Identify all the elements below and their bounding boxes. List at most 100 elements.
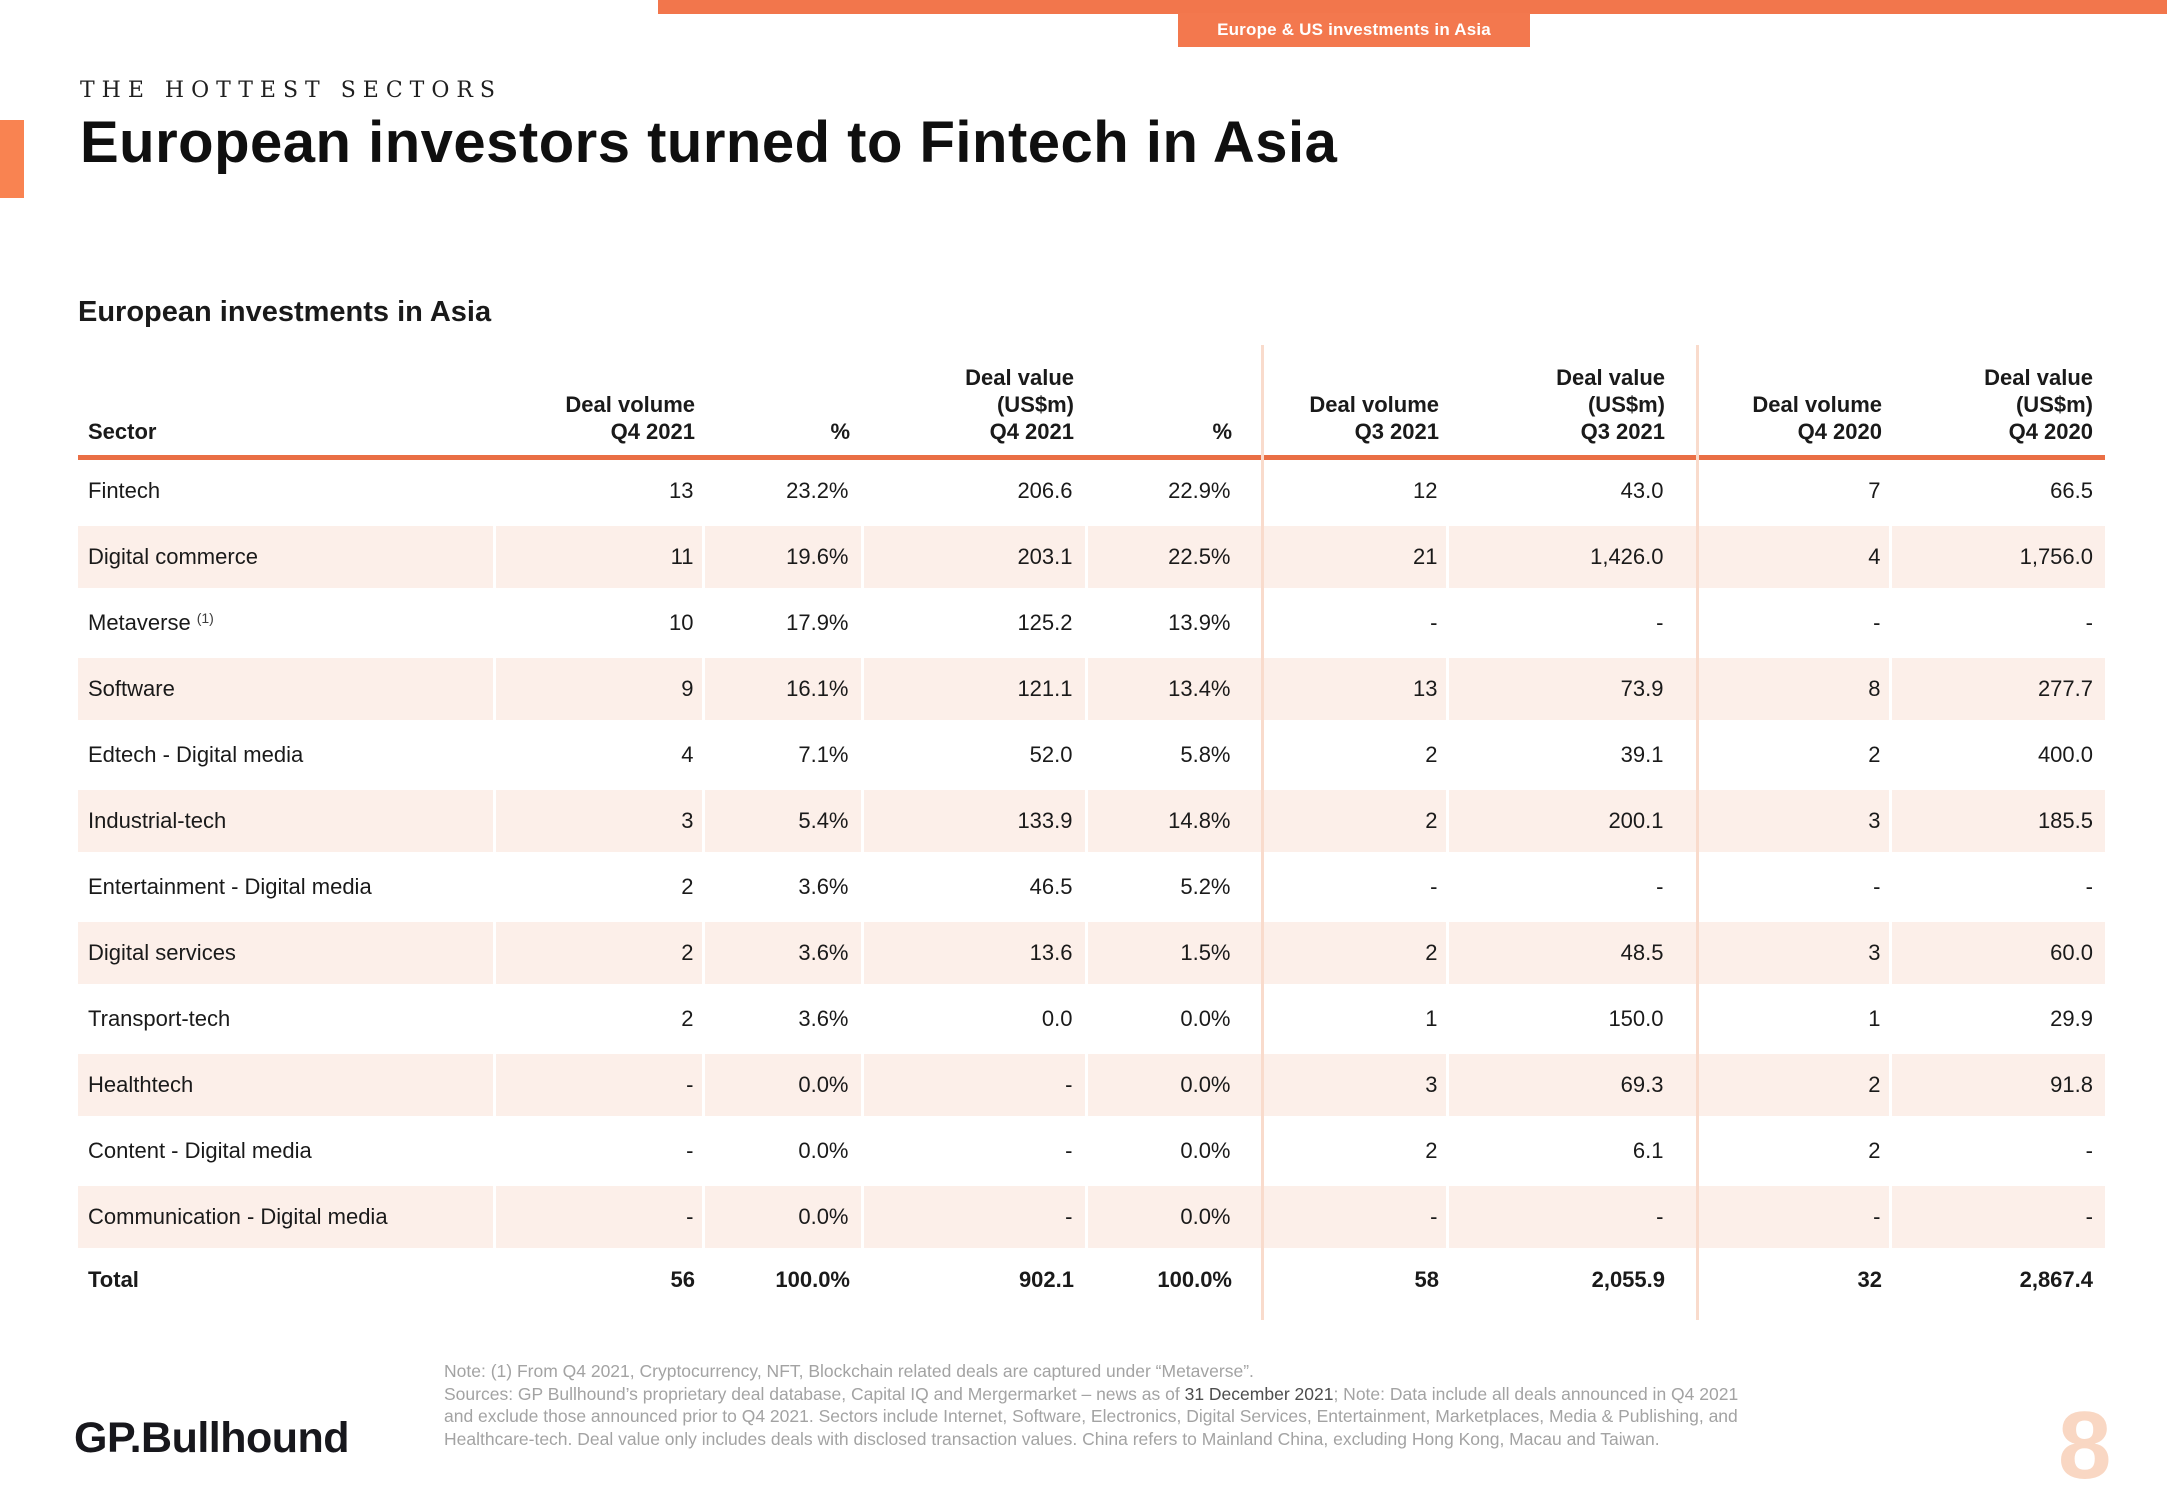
table-cell: 17.9% [701, 588, 862, 658]
table-cell: - [1888, 1116, 2105, 1186]
table-cell: 2 [1695, 720, 1890, 790]
table-cell: 200.1 [1445, 786, 1697, 856]
page-number: 8 [2058, 1392, 2112, 1499]
table-cell: 13.4% [1084, 654, 1262, 724]
total-cell: 32 [1697, 1248, 1890, 1308]
table-cell: 22.5% [1084, 522, 1262, 592]
table-cell: 5.8% [1084, 720, 1262, 790]
table-header-row: Sector Deal volume Q4 2021 % Deal value … [78, 345, 2105, 460]
table-cell: 1 [1260, 984, 1447, 1054]
table-row: Entertainment - Digital media 2 3.6% 46.… [78, 852, 2105, 922]
table-cell: 91.8 [1888, 1050, 2105, 1120]
sector-cell: Fintech [78, 455, 494, 526]
table-cell: 19.6% [701, 522, 862, 592]
footnote-line-1: Note: (1) From Q4 2021, Cryptocurrency, … [444, 1361, 1254, 1381]
total-cell: 58 [1262, 1248, 1447, 1308]
table-cell: 13 [1260, 654, 1447, 724]
table-cell: 22.9% [1084, 455, 1262, 526]
table-cell: 2 [1260, 786, 1447, 856]
table-cell: - [1260, 588, 1447, 658]
table-cell: 5.4% [701, 786, 862, 856]
sector-cell: Edtech - Digital media [78, 720, 494, 790]
table-cell: 150.0 [1445, 984, 1697, 1054]
table-cell: 0.0% [701, 1182, 862, 1252]
table-cell: 4 [1695, 522, 1890, 592]
table-cell: 2 [492, 918, 703, 988]
sector-cell: Transport-tech [78, 984, 494, 1054]
sector-name: Digital commerce [88, 544, 258, 569]
sector-cell: Industrial-tech [78, 786, 494, 856]
footnote-line-2: Sources: GP Bullhound’s proprietary deal… [444, 1383, 2044, 1406]
table-cell: - [860, 1116, 1086, 1186]
table-cell: - [1445, 588, 1697, 658]
sector-cell: Metaverse (1) [78, 588, 494, 658]
table-cell: 2 [1695, 1050, 1890, 1120]
table-cell: 8 [1695, 654, 1890, 724]
table-row: Digital services 2 3.6% 13.6 1.5% 2 48.5… [78, 918, 2105, 988]
footnotes: Note: (1) From Q4 2021, Cryptocurrency, … [444, 1360, 2044, 1450]
table-cell: 0.0% [701, 1116, 862, 1186]
sector-cell: Content - Digital media [78, 1116, 494, 1186]
gp-bullhound-logo: GP.Bullhound [74, 1414, 350, 1462]
title-accent-bar [0, 120, 24, 198]
sector-cell: Communication - Digital media [78, 1182, 494, 1252]
column-header-deal-value-q3-2021: Deal value (US$m) Q3 2021 [1447, 345, 1697, 460]
total-cell: 902.1 [862, 1248, 1086, 1308]
table-cell: 52.0 [860, 720, 1086, 790]
table-cell: - [1695, 1182, 1890, 1252]
table-cell: 277.7 [1888, 654, 2105, 724]
table-cell: 0.0% [1084, 1116, 1262, 1186]
table-cell: 0.0 [860, 984, 1086, 1054]
table-row: Communication - Digital media - 0.0% - 0… [78, 1182, 2105, 1252]
sector-cell: Healthtech [78, 1050, 494, 1120]
total-cell: 2,867.4 [1890, 1248, 2105, 1308]
table-cell: 3.6% [701, 852, 862, 922]
table-cell: 2 [1260, 720, 1447, 790]
column-header-deal-volume-q4-2020: Deal volume Q4 2020 [1697, 345, 1890, 460]
sector-footnote: (1) [196, 610, 214, 626]
sources-text-suffix: ; Note: Data include all deals announced… [1333, 1383, 1739, 1404]
table-title: European investments in Asia [78, 296, 492, 328]
sector-name: Transport-tech [88, 1006, 231, 1031]
table-row: Metaverse (1) 10 17.9% 125.2 13.9% - - - … [78, 588, 2105, 658]
table-cell: 60.0 [1888, 918, 2105, 988]
table-cell: 3.6% [701, 918, 862, 988]
table-cell: 13.9% [1084, 588, 1262, 658]
table-row: Transport-tech 2 3.6% 0.0 0.0% 1 150.0 1… [78, 984, 2105, 1054]
table-cell: 133.9 [860, 786, 1086, 856]
column-group-divider-2 [1696, 345, 1699, 1320]
column-header-deal-volume-q3-2021: Deal volume Q3 2021 [1262, 345, 1447, 460]
table-cell: 125.2 [860, 588, 1086, 658]
sector-name: Metaverse [88, 610, 191, 635]
sector-cell: Software [78, 654, 494, 724]
table-cell: 39.1 [1445, 720, 1697, 790]
table-cell: - [492, 1116, 703, 1186]
column-header-deal-volume-q4-2021: Deal volume Q4 2021 [494, 345, 703, 460]
table-cell: 0.0% [1084, 1050, 1262, 1120]
sector-name: Fintech [88, 478, 161, 503]
total-cell: 56 [494, 1248, 703, 1308]
table-cell: 203.1 [860, 522, 1086, 592]
table-cell: 2 [492, 852, 703, 922]
total-row: Total 56 100.0% 902.1 100.0% 58 2,055.9 … [78, 1248, 2105, 1308]
table-cell: 0.0% [1084, 1182, 1262, 1252]
table-cell: - [492, 1182, 703, 1252]
table-row: Edtech - Digital media 4 7.1% 52.0 5.8% … [78, 720, 2105, 790]
column-header-pct-value-q4-2021: % [1086, 345, 1262, 460]
sector-name: Content - Digital media [88, 1138, 312, 1163]
table-cell: - [1445, 1182, 1697, 1252]
section-tag-label: Europe & US investments in Asia [1217, 20, 1491, 39]
table-cell: 13.6 [860, 918, 1086, 988]
table-cell: 46.5 [860, 852, 1086, 922]
table-cell: 7 [1695, 455, 1890, 526]
table-cell: - [1260, 1182, 1447, 1252]
table-cell: 0.0% [701, 1050, 862, 1120]
table-cell: 6.1 [1445, 1116, 1697, 1186]
table-cell: 206.6 [860, 455, 1086, 526]
table-cell: 10 [492, 588, 703, 658]
footnote-line-4: Healthcare-tech. Deal value only include… [444, 1428, 1660, 1449]
sector-cell: Digital commerce [78, 522, 494, 592]
total-cell: 100.0% [703, 1248, 862, 1308]
table-cell: - [860, 1050, 1086, 1120]
total-label: Total [78, 1248, 494, 1308]
